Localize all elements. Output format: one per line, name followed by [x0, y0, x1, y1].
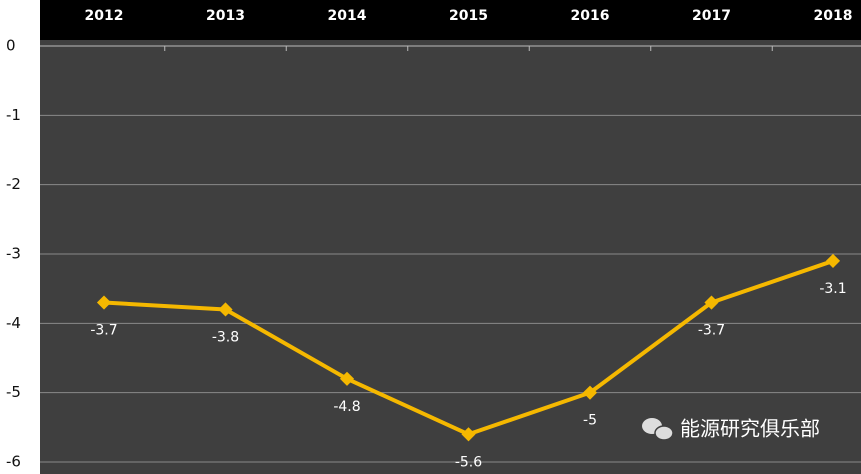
x-tick-label: 2016	[571, 8, 610, 24]
x-tick-label: 2015	[449, 8, 488, 24]
data-label: -4.8	[333, 399, 360, 415]
data-label: -3.8	[212, 329, 239, 345]
marker	[461, 427, 476, 442]
y-tick-label: -5	[6, 383, 21, 401]
marker	[704, 295, 719, 310]
marker	[218, 302, 233, 317]
x-tick-label: 2012	[85, 8, 124, 24]
top-band	[40, 0, 861, 40]
y-tick-label: -6	[6, 453, 21, 471]
marker	[339, 371, 355, 386]
data-label: -5.6	[455, 454, 482, 470]
marker	[825, 253, 841, 269]
wechat-icon	[642, 418, 674, 441]
marker	[582, 385, 598, 400]
x-tick-label: 2017	[692, 8, 731, 24]
x-tick-label: 2013	[206, 8, 245, 24]
y-tick-label: -1	[6, 106, 21, 124]
data-label: -5	[583, 413, 597, 429]
data-label: -3.7	[698, 323, 725, 339]
y-tick-label: -3	[6, 245, 21, 263]
marker	[96, 295, 112, 310]
data-label: -3.7	[90, 323, 117, 339]
y-tick-label: -4	[6, 314, 21, 332]
x-tick-label: 2014	[328, 8, 367, 24]
data-label: -3.1	[819, 281, 846, 297]
watermark: 能源研究俱乐部	[680, 417, 820, 441]
y-tick-label: 0	[6, 37, 16, 55]
x-tick-label: 2018	[814, 8, 853, 24]
y-tick-label: -2	[6, 175, 21, 193]
plot-area	[40, 40, 861, 474]
